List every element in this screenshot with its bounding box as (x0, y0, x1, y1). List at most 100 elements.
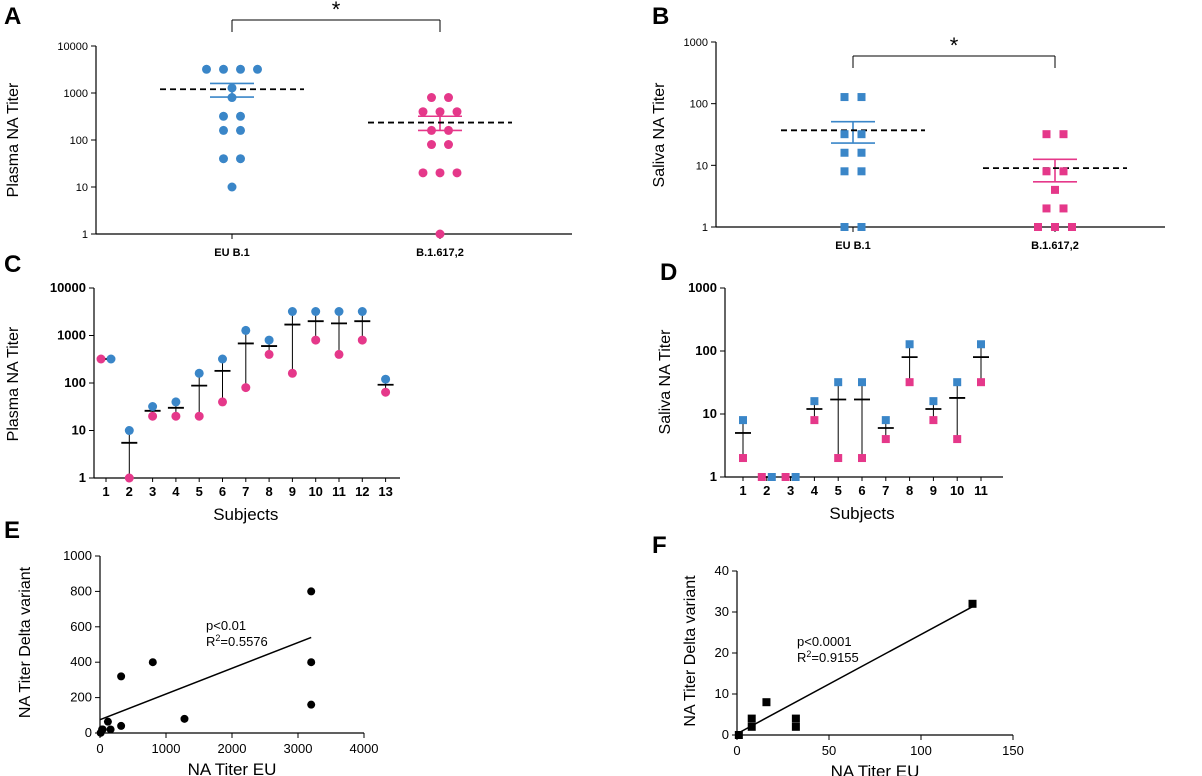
data-point (219, 111, 228, 121)
regression-line (99, 636, 312, 721)
data-point-delta (148, 411, 158, 421)
x-tick-label: 3000 (284, 741, 313, 756)
r-squared-annotation: R2=0.5576 (206, 633, 268, 649)
data-point-eu (810, 397, 819, 406)
data-point (840, 223, 849, 231)
x-tick-label: 13 (378, 484, 392, 499)
panel-label-b: B (652, 3, 669, 30)
y-tick-label: 1 (710, 469, 717, 484)
data-point-eu (264, 335, 274, 345)
data-point-delta (381, 387, 391, 397)
p-value-annotation: p<0.01 (206, 618, 246, 633)
x-tick-label: 7 (242, 484, 249, 499)
x-tick-label: 2 (126, 484, 133, 499)
y-tick-label: 600 (70, 619, 92, 634)
data-point-eu (148, 402, 158, 412)
x-tick-label: 5 (835, 483, 842, 498)
data-point (236, 154, 245, 164)
data-point (747, 714, 756, 723)
data-point (427, 125, 436, 135)
x-tick-label: 8 (906, 483, 913, 498)
x-tick-label: 1 (102, 484, 109, 499)
data-point (857, 223, 866, 231)
x-tick-label: 12 (355, 484, 369, 499)
y-axis-label: NA Titer Delta variant (17, 566, 34, 718)
y-tick-label: 10 (703, 406, 717, 421)
data-point (227, 83, 237, 93)
data-point (435, 168, 445, 178)
data-point-eu (767, 473, 776, 481)
panel-label-a: A (4, 3, 21, 30)
x-tick-label: 11 (332, 484, 346, 499)
r-squared-symbol: R (206, 634, 215, 649)
data-point-eu (381, 374, 391, 384)
x-axis-label: NA Titer EU (188, 760, 277, 776)
data-point (1059, 204, 1068, 213)
panel-label-f: F (652, 532, 667, 559)
data-point-delta (977, 378, 985, 387)
data-point (1068, 223, 1076, 231)
y-axis-label: NA Titer Delta variant (682, 575, 699, 727)
x-tick-label: 1 (739, 483, 746, 498)
data-point-eu (357, 307, 367, 317)
y-tick-label: 10 (72, 423, 86, 438)
y-tick-label: 0 (85, 725, 92, 740)
x-tick-label: 4 (811, 483, 819, 498)
x-tick-label: 8 (265, 484, 272, 499)
x-tick-label: 6 (858, 483, 865, 498)
data-point (236, 64, 245, 74)
data-point (444, 140, 453, 150)
data-point (1042, 130, 1051, 139)
data-point (435, 107, 445, 117)
r-squared-superscript: 2 (806, 649, 811, 659)
data-point (236, 111, 245, 121)
x-tick-label: 2000 (218, 741, 247, 756)
data-point (435, 229, 445, 239)
data-point-delta (834, 454, 843, 463)
data-point (219, 154, 228, 164)
x-tick-label: EU B.1 (214, 247, 249, 259)
data-point-delta (311, 335, 321, 345)
significance-star: * (332, 0, 341, 22)
data-point-eu (106, 354, 116, 364)
data-point-eu (858, 378, 866, 387)
regression-line (736, 606, 973, 735)
y-tick-label: 1 (82, 229, 88, 241)
x-tick-label: 6 (219, 484, 226, 499)
panel-label-c: C (4, 251, 21, 278)
data-point-delta (264, 349, 274, 359)
y-tick-label: 10 (696, 160, 708, 172)
data-point-eu (241, 325, 251, 335)
p-value-annotation: p<0.0001 (797, 634, 852, 649)
r-squared-annotation: R2=0.9155 (797, 649, 859, 665)
data-point (840, 167, 849, 176)
data-point (791, 722, 800, 731)
y-tick-label: 10 (715, 686, 729, 701)
data-point-delta (881, 435, 890, 444)
data-point (427, 140, 436, 150)
data-point-delta (757, 473, 766, 481)
data-point (148, 658, 157, 667)
data-point-delta (194, 411, 204, 421)
data-point (1051, 223, 1059, 231)
data-point (219, 125, 228, 135)
y-tick-label: 800 (70, 583, 92, 598)
data-point (253, 64, 262, 74)
data-point (1042, 204, 1051, 213)
data-point-eu (739, 416, 747, 425)
y-tick-label: 1000 (63, 548, 92, 563)
y-tick-label: 1 (702, 222, 708, 234)
panel-label-d: D (660, 259, 677, 286)
y-axis-label: Plasma NA Titer (5, 82, 22, 197)
data-point-delta (953, 435, 962, 444)
y-tick-label: 40 (715, 563, 729, 578)
data-point-eu (171, 397, 181, 407)
x-tick-label: 7 (882, 483, 889, 498)
y-axis-label: Saliva NA Titer (657, 329, 674, 435)
x-tick-label: 10 (950, 483, 964, 498)
data-point-eu (311, 307, 321, 317)
x-tick-label: 100 (910, 743, 932, 758)
y-tick-label: 30 (715, 604, 729, 619)
